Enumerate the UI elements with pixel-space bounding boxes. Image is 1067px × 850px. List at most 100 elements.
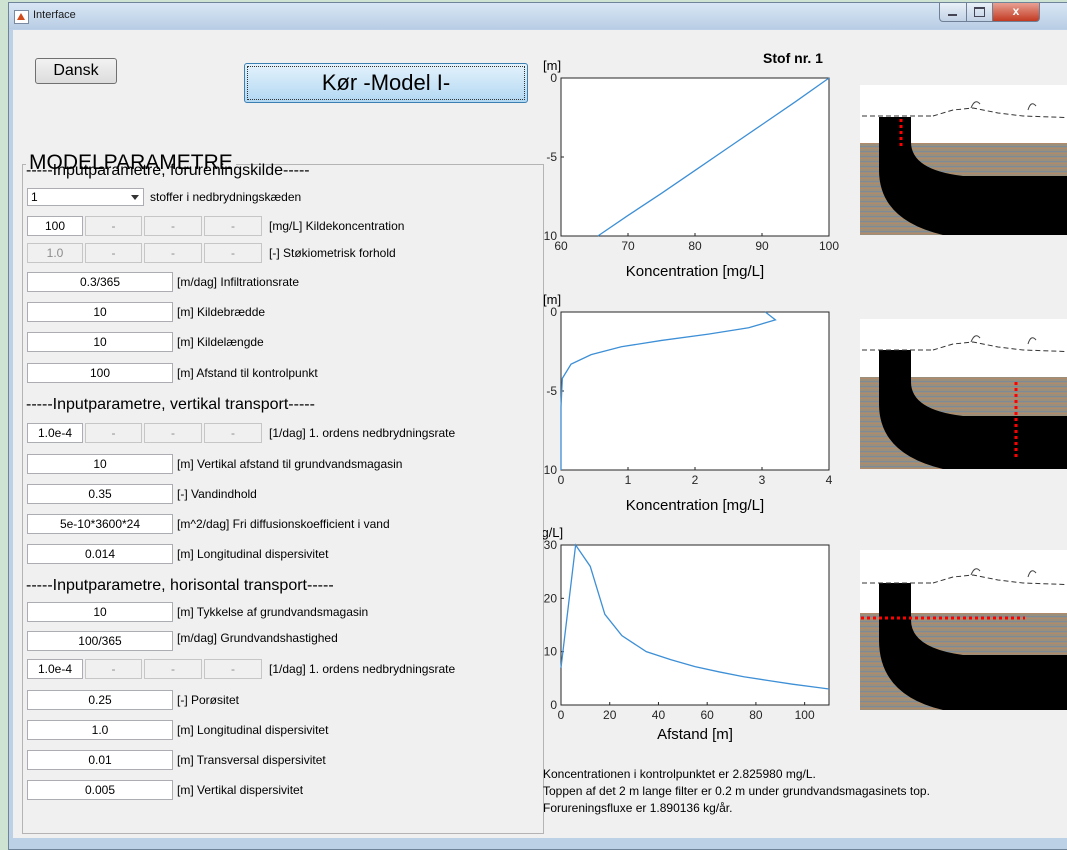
x-tick-label: 20 — [603, 708, 617, 722]
vert-disp-input[interactable]: 0.005 — [27, 780, 173, 800]
v-dist-label: [m] Vertikal afstand til grundvandsmagas… — [177, 457, 403, 471]
section-horizontal-title: -----Inputparametre, horisontal transpor… — [26, 577, 334, 594]
substance-count-dropdown[interactable]: 1 — [27, 188, 144, 206]
x-axis-label: Afstand [m] — [657, 726, 733, 743]
x-tick-label: 80 — [749, 708, 763, 722]
modelparameters-panel — [22, 164, 544, 834]
plot-area — [560, 544, 830, 706]
source-conc-label: [mg/L] Kildekoncentration — [269, 219, 405, 233]
porosity-label: [-] Porøsitet — [177, 693, 240, 707]
vert-disp-label: [m] Vertikal dispersivitet — [177, 783, 304, 797]
x-axis-label: Koncentration [mg/L] — [626, 263, 764, 280]
x-tick-label: 90 — [755, 239, 769, 253]
y-tick-label: 10 — [544, 645, 558, 659]
minimize-button[interactable] — [939, 3, 967, 22]
chart-1-vertical-profile: 60 70 80 90 100 0 -5 -10 [m] Koncentration [mg/L] — [543, 58, 839, 280]
series-line — [597, 77, 830, 237]
section-vertical-title: -----Inputparametre, vertikal transport-… — [26, 396, 315, 413]
gw-velocity-input[interactable]: 100/365 — [27, 631, 173, 651]
aquifer-thickness-input[interactable]: 10 — [27, 602, 173, 622]
y-tick-label: -5 — [546, 384, 557, 398]
plot-area — [560, 77, 830, 237]
charts-area: Stof nr. 1 607080901000-5-10[m]Koncentra… — [543, 50, 1067, 815]
diffusion-input[interactable]: 5e-10*3600*24 — [27, 514, 173, 534]
v-long-disp-label: [m] Longitudinal dispersivitet — [177, 547, 329, 561]
y-tick-label: 20 — [544, 591, 558, 605]
source-length-input[interactable]: 10 — [27, 332, 173, 352]
series-line — [560, 311, 777, 470]
trans-disp-input[interactable]: 0.01 — [27, 750, 173, 770]
y-axis-label: [m] — [543, 292, 561, 307]
scene-illustration-1 — [860, 85, 1067, 235]
x-tick-label: 1 — [625, 473, 632, 487]
v-decay-label: [1/dag] 1. ordens nedbrydningsrate — [269, 426, 456, 440]
h-decay-input-2: - — [85, 659, 142, 679]
panel-title: MODELPARAMETRE — [26, 151, 236, 175]
series-line — [560, 543, 830, 690]
chart-3-horizontal-profile: 0 20 40 60 80 100 0 10 20 30[mg/L] Afstand [m] — [543, 525, 830, 743]
chevron-down-icon — [131, 195, 139, 200]
y-tick-label: -5 — [546, 150, 557, 164]
v-dist-input[interactable]: 10 — [27, 454, 173, 474]
y-tick-label: -10 — [543, 463, 557, 477]
x-tick-label: 70 — [621, 239, 635, 253]
infiltration-input[interactable]: 0.3/365 — [27, 272, 173, 292]
y-tick-label: 0 — [550, 71, 557, 85]
result-line-2: Toppen af det 2 m lange filter er 0.2 m … — [543, 784, 930, 798]
title-bar: Interface x — [9, 3, 1067, 29]
stoich-input: 1.0 — [27, 243, 83, 263]
source-length-label: [m] Kildelængde — [177, 335, 264, 349]
v-decay-input-2: - — [85, 423, 142, 443]
chart-2-vertical-profile: 0 1 2 3 4 0 -5 -10 [m] Koncentration [mg/L] — [543, 292, 833, 514]
language-button[interactable]: Dansk — [35, 58, 117, 84]
y-tick-label: 0 — [550, 305, 557, 319]
h-decay-label: [1/dag] 1. ordens nedbrydningsrate — [269, 662, 456, 676]
minimize-icon — [948, 14, 957, 16]
x-tick-label: 100 — [795, 708, 815, 722]
scene-illustration-2 — [860, 319, 1067, 469]
water-content-input[interactable]: 0.35 — [27, 484, 173, 504]
h-decay-input-4: - — [204, 659, 262, 679]
figure-client: Dansk Kør -Model I- MODELPARAMETRE -----… — [13, 30, 1067, 838]
scene-illustration-3 — [860, 550, 1067, 710]
h-decay-input-3: - — [144, 659, 202, 679]
x-tick-label: 4 — [826, 473, 833, 487]
x-tick-label: 3 — [759, 473, 766, 487]
porosity-input[interactable]: 0.25 — [27, 690, 173, 710]
h-long-disp-input[interactable]: 1.0 — [27, 720, 173, 740]
x-tick-label: 2 — [692, 473, 699, 487]
infiltration-label: [m/dag] Infiltrationsrate — [177, 275, 300, 289]
y-tick-label: 30 — [544, 538, 558, 552]
h-decay-input[interactable]: 1.0e-4 — [27, 659, 83, 679]
y-tick-label: 0 — [550, 698, 557, 712]
source-width-label: [m] Kildebrædde — [177, 305, 266, 319]
run-model-button[interactable]: Kør -Model I- — [244, 63, 528, 103]
x-tick-label: 0 — [558, 708, 565, 722]
x-tick-label: 40 — [652, 708, 666, 722]
stoich-input-4: - — [204, 243, 262, 263]
matlab-figure-icon — [14, 10, 29, 24]
source-width-input[interactable]: 10 — [27, 302, 173, 322]
v-decay-input-4: - — [204, 423, 262, 443]
result-line-1: Koncentrationen i kontrolpunktet er 2.82… — [543, 767, 816, 781]
dropdown-value: 1 — [31, 190, 38, 204]
x-tick-label: 60 — [701, 708, 715, 722]
control-dist-input[interactable]: 100 — [27, 363, 173, 383]
source-conc-input-2: - — [85, 216, 142, 236]
result-line-3: Forureningsfluxe er 1.890136 kg/år. — [543, 801, 732, 815]
x-tick-label: 80 — [688, 239, 702, 253]
source-conc-input-4: - — [204, 216, 262, 236]
maximize-icon — [974, 7, 985, 17]
stoich-label: [-] Støkiometrisk forhold — [269, 246, 396, 260]
diffusion-label: [m^2/dag] Fri diffusionskoefficient i va… — [177, 517, 390, 531]
v-long-disp-input[interactable]: 0.014 — [27, 544, 173, 564]
maximize-button[interactable] — [966, 3, 993, 22]
v-decay-input[interactable]: 1.0e-4 — [27, 423, 83, 443]
chart1-title: Stof nr. 1 — [763, 50, 823, 66]
stoich-input-2: - — [85, 243, 142, 263]
source-conc-input[interactable]: 100 — [27, 216, 83, 236]
close-icon: x — [1012, 4, 1020, 18]
gw-velocity-label: [m/dag] Grundvandshastighed — [177, 631, 338, 645]
close-button[interactable]: x — [992, 3, 1040, 22]
trans-disp-label: [m] Transversal dispersivitet — [177, 753, 326, 767]
